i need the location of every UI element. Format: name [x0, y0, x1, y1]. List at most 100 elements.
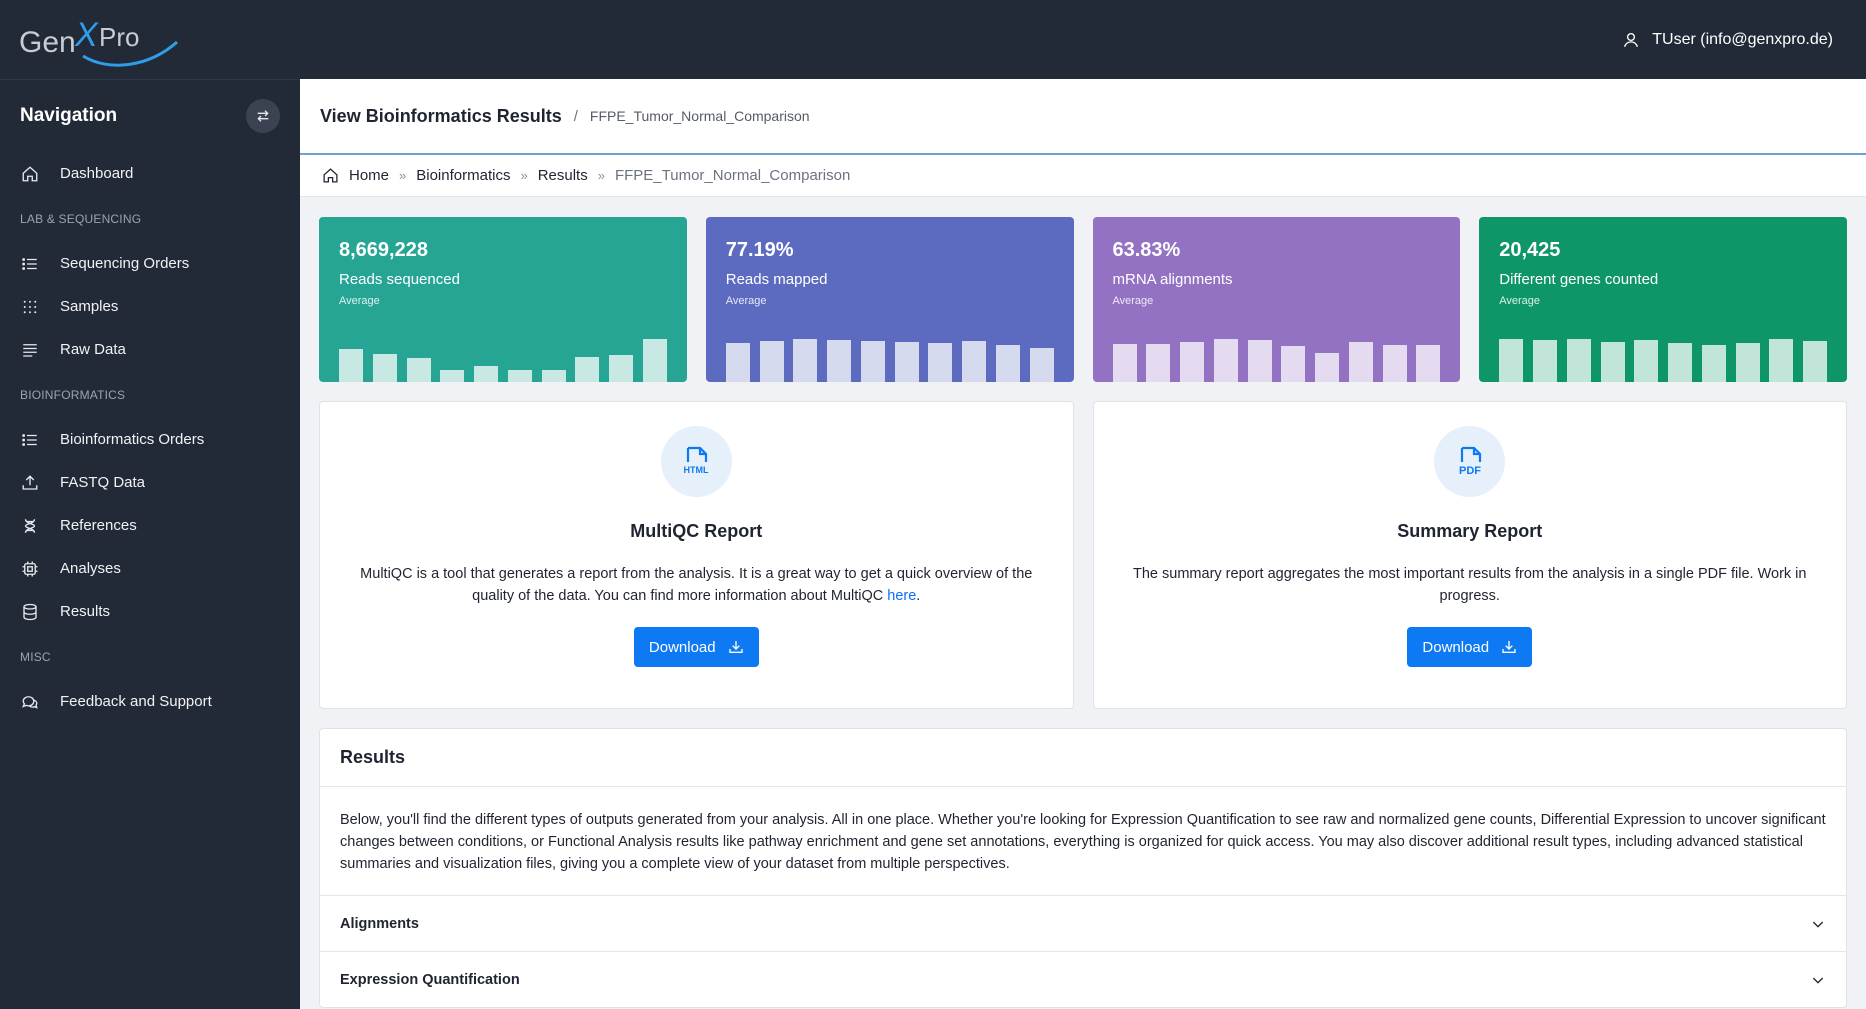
main-content: View Bioinformatics Results / FFPE_Tumor… [300, 79, 1866, 1009]
sparkbar [1281, 346, 1306, 382]
sidebar-header: Navigation [0, 79, 300, 152]
sparkbar [440, 370, 465, 382]
sparkbar [827, 340, 851, 382]
stat-value: 8,669,228 [339, 239, 428, 261]
download-icon [728, 641, 743, 653]
sidebar-item-fastq-data[interactable]: FASTQ Data [0, 461, 300, 504]
grid-dots-icon [20, 297, 40, 317]
svg-text:Pro: Pro [99, 22, 139, 52]
sparkbar [793, 339, 818, 382]
sidebar-item-label: FASTQ Data [60, 474, 146, 491]
download-icon [1502, 641, 1516, 653]
page-title-separator: / [573, 107, 578, 125]
sidebar-item-feedback[interactable]: Feedback and Support [0, 680, 300, 723]
breadcrumb-link-home[interactable]: Home [349, 167, 390, 184]
sidebar-toggle-button[interactable] [246, 99, 280, 133]
sparkbar [995, 345, 1020, 382]
sparkbar [1499, 339, 1524, 382]
stat-label: Reads sequenced [339, 271, 460, 288]
sidebar-item-raw-data[interactable]: Raw Data [0, 328, 300, 371]
multiqc-report-card: HTML MultiQC Report MultiQC is a tool th… [319, 401, 1074, 709]
summary-report-description: The summary report aggregates the most i… [1133, 566, 1807, 604]
sparkbar [1634, 340, 1659, 382]
sparkbar [1146, 344, 1171, 382]
sidebar-section-misc: MISC [20, 649, 51, 664]
results-title: Results [320, 729, 1846, 787]
download-button-label: Download [1422, 638, 1490, 656]
sparkbar [339, 349, 363, 382]
chevron-down-icon [1812, 977, 1824, 984]
stat-value: 20,425 [1499, 239, 1561, 261]
page-title: View Bioinformatics Results [320, 105, 562, 126]
multiqc-info-link[interactable]: here [887, 588, 917, 604]
stat-sparkbars [1499, 322, 1827, 382]
stat-label: Reads mapped [725, 271, 828, 288]
sidebar-item-sequencing-orders[interactable]: Sequencing Orders [0, 242, 300, 285]
breadcrumb-link-results[interactable]: Results [537, 167, 588, 184]
upload-icon [20, 473, 40, 493]
accordion-expression-quantification[interactable]: Expression Quantification [320, 951, 1846, 1007]
sidebar-section-lab: LAB & SEQUENCING [20, 211, 142, 226]
genxpro-logo[interactable]: Gen X Pro [19, 10, 179, 70]
user-menu[interactable]: TUser (info@genxpro.de) [1622, 31, 1833, 49]
breadcrumb-separator: » [597, 168, 605, 183]
sparkbar [1668, 343, 1692, 382]
stat-value: 77.19% [725, 239, 794, 261]
sparkbar [1803, 341, 1827, 382]
sparkbar [1533, 340, 1557, 382]
sparkbar [575, 357, 600, 382]
sidebar-item-analyses[interactable]: Analyses [0, 547, 300, 590]
sparkbar [928, 343, 953, 382]
pdf-file-icon: PDF [1434, 426, 1506, 497]
sidebar-item-label: Bioinformatics Orders [60, 431, 205, 448]
breadcrumb-current: FFPE_Tumor_Normal_Comparison [614, 167, 851, 184]
sidebar-item-bioinformatics-orders[interactable]: Bioinformatics Orders [0, 418, 300, 461]
breadcrumb-link-bioinformatics[interactable]: Bioinformatics [416, 167, 511, 184]
stat-label: mRNA alignments [1112, 271, 1233, 288]
stat-label: Different genes counted [1499, 271, 1659, 288]
sidebar-item-label: Results [60, 603, 111, 620]
sidebar-item-samples[interactable]: Samples [0, 285, 300, 328]
sidebar-item-label: Analyses [60, 560, 121, 577]
svg-text:X: X [74, 16, 99, 54]
summary-report-title: Summary Report [1397, 521, 1543, 541]
reports-row: HTML MultiQC Report MultiQC is a tool th… [300, 382, 1866, 709]
home-icon[interactable] [322, 167, 339, 184]
sparkbar [894, 342, 919, 382]
sidebar-item-results[interactable]: Results [0, 590, 300, 633]
stat-card-reads-sequenced: 8,669,228 Reads sequenced Average [319, 217, 687, 382]
multiqc-download-button[interactable]: Download [633, 627, 759, 667]
dna-icon [20, 516, 40, 536]
stat-sparkbars [1112, 322, 1441, 382]
sparkbar [1213, 339, 1238, 382]
sparkbar [1600, 342, 1625, 382]
sidebar-item-dashboard[interactable]: Dashboard [0, 152, 300, 195]
breadcrumb: Home » Bioinformatics » Results » FFPE_T… [300, 155, 1866, 197]
top-bar: Gen X Pro TUser (info@genxpro.de) [0, 0, 1866, 79]
sidebar-item-references[interactable]: References [0, 504, 300, 547]
sparkbar [406, 358, 431, 382]
list-icon [20, 430, 40, 450]
html-file-icon: HTML [660, 426, 732, 497]
summary-download-button[interactable]: Download [1407, 627, 1533, 667]
lines-icon [20, 340, 40, 360]
breadcrumb-separator: » [399, 168, 407, 183]
page-subtitle: FFPE_Tumor_Normal_Comparison [589, 108, 810, 124]
results-description: Below, you'll find the different types o… [340, 812, 1826, 872]
stat-sublabel: Average [1112, 295, 1154, 307]
chevron-down-icon [1812, 921, 1824, 928]
sparkbar [1382, 345, 1407, 382]
sparkbar [962, 341, 986, 382]
chat-bubbles-icon [20, 692, 40, 712]
sparkbar [372, 354, 397, 382]
accordion-alignments[interactable]: Alignments [320, 895, 1846, 951]
sparkbar [1701, 345, 1726, 382]
accordion-label: Expression Quantification [340, 971, 520, 988]
sparkbar [1029, 348, 1054, 382]
sidebar-item-label: Sequencing Orders [60, 255, 190, 272]
sidebar-item-label: Dashboard [60, 165, 134, 182]
stat-value: 63.83% [1112, 239, 1181, 261]
sidebar-title: Navigation [20, 105, 118, 126]
sparkbar [609, 355, 633, 382]
sidebar-item-label: References [60, 517, 137, 534]
